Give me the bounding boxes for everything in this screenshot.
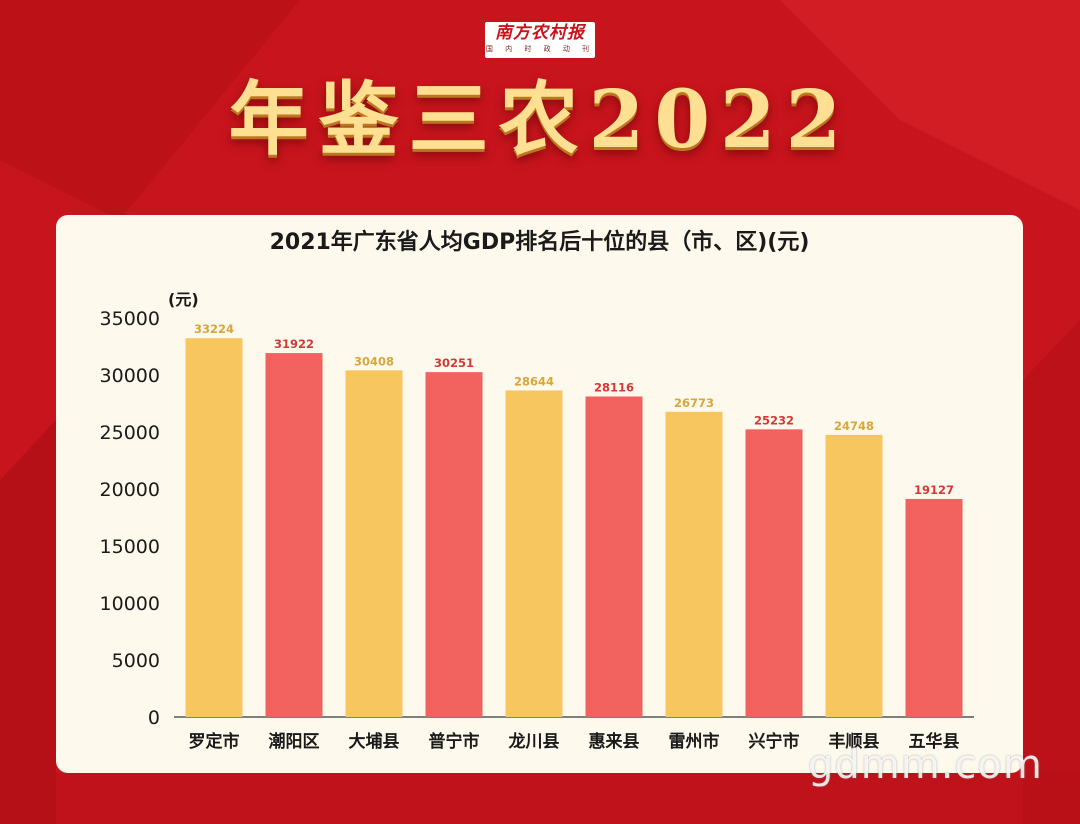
y-tick-label: 0: [148, 707, 160, 729]
logo-subtext: 国 内 时 政 动 刊: [485, 45, 595, 53]
y-tick-label: 10000: [100, 593, 160, 615]
data-label-8: 25232: [754, 413, 794, 427]
x-tick-label-9: 丰顺县: [829, 731, 880, 752]
data-label-2: 31922: [274, 337, 314, 351]
data-label-5: 28644: [514, 374, 554, 388]
bar-5: [505, 390, 563, 717]
y-tick-label: 35000: [100, 308, 160, 330]
y-tick-label: 20000: [100, 479, 160, 501]
y-axis-unit-label: (元): [168, 290, 199, 309]
x-tick-label-10: 五华县: [909, 731, 960, 752]
data-label-1: 33224: [194, 322, 234, 336]
y-tick-label: 15000: [100, 536, 160, 558]
y-tick-label: 30000: [100, 365, 160, 387]
bar-1: [185, 338, 243, 717]
data-label-10: 19127: [914, 483, 954, 497]
x-tick-label-3: 大埔县: [349, 731, 400, 752]
watermark: gdmm.com: [808, 742, 1043, 788]
bar-7: [665, 411, 723, 717]
chart-title: 2021年广东省人均GDP排名后十位的县（市、区)(元): [269, 230, 810, 255]
bar-chart: (元) 0 5000 10000 15000 20000 25000 30000 35000 33…: [100, 290, 974, 752]
bar-3: [345, 370, 403, 717]
bar-2: [265, 353, 323, 717]
data-label-7: 26773: [674, 396, 714, 410]
bar-10: [905, 498, 963, 717]
data-label-3: 30408: [354, 354, 394, 368]
bar-8: [745, 429, 803, 717]
y-tick-label: 5000: [112, 650, 160, 672]
headline: 年鉴三农2022: [228, 72, 852, 166]
x-tick-label-8: 兴宁市: [749, 731, 800, 752]
x-tick-label-7: 雷州市: [669, 731, 720, 752]
x-tick-label-4: 普宁市: [429, 731, 480, 752]
logo-text: 南方农村报: [495, 23, 585, 43]
x-tick-label-6: 惠来县: [589, 731, 640, 752]
y-tick-label: 25000: [100, 422, 160, 444]
bar-6: [585, 396, 643, 717]
newspaper-logo: 南方农村报 国 内 时 政 动 刊: [485, 22, 595, 58]
x-tick-label-5: 龙川县: [508, 731, 560, 752]
data-label-6: 28116: [594, 380, 634, 394]
x-tick-label-2: 潮阳区: [269, 731, 320, 752]
bar-9: [825, 434, 883, 717]
data-label-9: 24748: [834, 419, 874, 433]
data-label-4: 30251: [434, 356, 474, 370]
bar-4: [425, 372, 483, 717]
x-tick-label-1: 罗定市: [189, 731, 240, 752]
